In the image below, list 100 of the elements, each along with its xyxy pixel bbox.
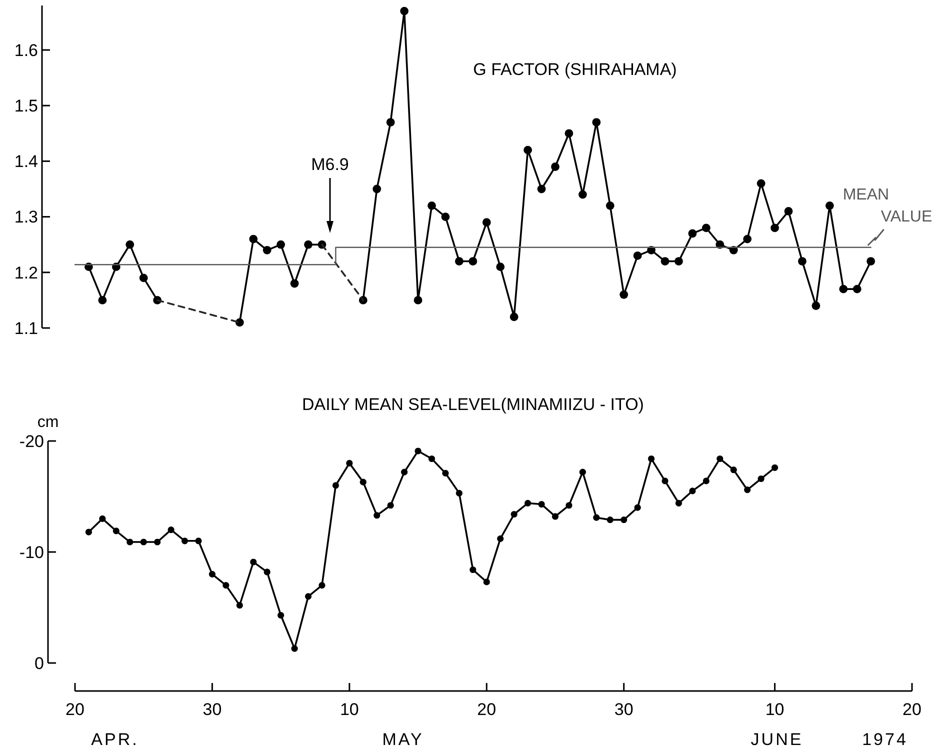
- point: [318, 582, 326, 589]
- point: [304, 593, 312, 600]
- x-tick-label: 30: [614, 700, 634, 719]
- point: [112, 528, 120, 534]
- point: [360, 478, 366, 486]
- point: [674, 257, 683, 266]
- point: [387, 502, 394, 509]
- point: [524, 500, 532, 506]
- point: [771, 464, 778, 471]
- point: [770, 224, 779, 232]
- x-tick-label: 30: [202, 700, 222, 719]
- point: [470, 566, 476, 574]
- point: [98, 296, 107, 304]
- point: [564, 129, 574, 138]
- point: [552, 513, 559, 520]
- y-tick-label: 1.1: [14, 318, 38, 338]
- point: [181, 538, 188, 544]
- annotation: M6.9: [311, 155, 349, 174]
- text: APR.: [91, 730, 139, 749]
- point: [839, 284, 848, 294]
- point: [414, 296, 422, 304]
- point: [524, 146, 532, 154]
- point: [235, 318, 244, 327]
- point: [346, 460, 353, 466]
- point: [537, 184, 546, 194]
- point: [332, 482, 340, 489]
- point: [606, 516, 614, 524]
- point: [812, 302, 820, 310]
- y-tick-label: -20: [19, 432, 44, 451]
- text: JUNE: [750, 730, 804, 749]
- point: [442, 470, 449, 476]
- point: [660, 257, 670, 266]
- point: [304, 240, 312, 249]
- y-tick-label: 1.6: [14, 40, 38, 60]
- point: [208, 570, 216, 578]
- y-tick-label: 0: [34, 654, 44, 673]
- point: [648, 455, 655, 462]
- point: [428, 455, 436, 462]
- point: [468, 257, 478, 266]
- point: [551, 162, 560, 171]
- point: [620, 290, 628, 299]
- point: [662, 478, 668, 484]
- point: [168, 526, 174, 534]
- point: [497, 535, 504, 542]
- y-tick-label: -10: [19, 542, 44, 562]
- point: [510, 312, 518, 322]
- point: [758, 475, 764, 482]
- x-tick-label: 20: [66, 700, 84, 719]
- point: [99, 515, 106, 522]
- point: [85, 528, 92, 536]
- point: [264, 568, 270, 576]
- y-axis-title: cm: [37, 414, 59, 431]
- point: [634, 504, 641, 511]
- point: [730, 466, 737, 474]
- point: [276, 240, 286, 249]
- point: [593, 514, 600, 521]
- y-tick-label: 1.4: [14, 152, 38, 172]
- point: [374, 512, 380, 519]
- point: [154, 538, 161, 546]
- point: [454, 257, 464, 266]
- point: [414, 448, 422, 454]
- point: [866, 257, 876, 266]
- point: [566, 502, 572, 509]
- point: [456, 490, 462, 496]
- point: [126, 538, 134, 546]
- y-tick-label: 1.5: [14, 96, 38, 116]
- point: [386, 118, 395, 126]
- point: [620, 516, 628, 524]
- point: [290, 279, 299, 288]
- point: [482, 218, 491, 227]
- point: [744, 486, 751, 494]
- point: [702, 478, 710, 484]
- point: [291, 645, 298, 652]
- point: [126, 240, 134, 249]
- point: [262, 246, 272, 254]
- point: [250, 558, 257, 566]
- point: [195, 538, 202, 544]
- point: [825, 201, 834, 210]
- y-tick-label: 1.3: [14, 208, 38, 227]
- point: [401, 468, 408, 476]
- point: [798, 257, 806, 266]
- chart-title: DAILY MEAN SEA-LEVEL(MINAMIIZU - ITO): [302, 395, 644, 414]
- text: G FACTOR (SHIRAHAMA): [473, 60, 677, 79]
- point: [400, 6, 409, 16]
- point: [702, 224, 710, 232]
- point: [428, 201, 436, 210]
- point: [716, 455, 724, 462]
- point: [496, 262, 505, 272]
- point: [784, 207, 793, 216]
- y-tick-label: 1.2: [14, 263, 38, 282]
- point: [743, 234, 752, 244]
- x-tick-label: 10: [340, 700, 359, 719]
- point: [579, 468, 586, 476]
- point: [606, 201, 614, 210]
- point: [222, 582, 230, 589]
- point: [633, 252, 642, 260]
- point: [538, 500, 545, 508]
- point: [140, 538, 147, 546]
- point: [688, 229, 697, 238]
- point: [139, 274, 148, 282]
